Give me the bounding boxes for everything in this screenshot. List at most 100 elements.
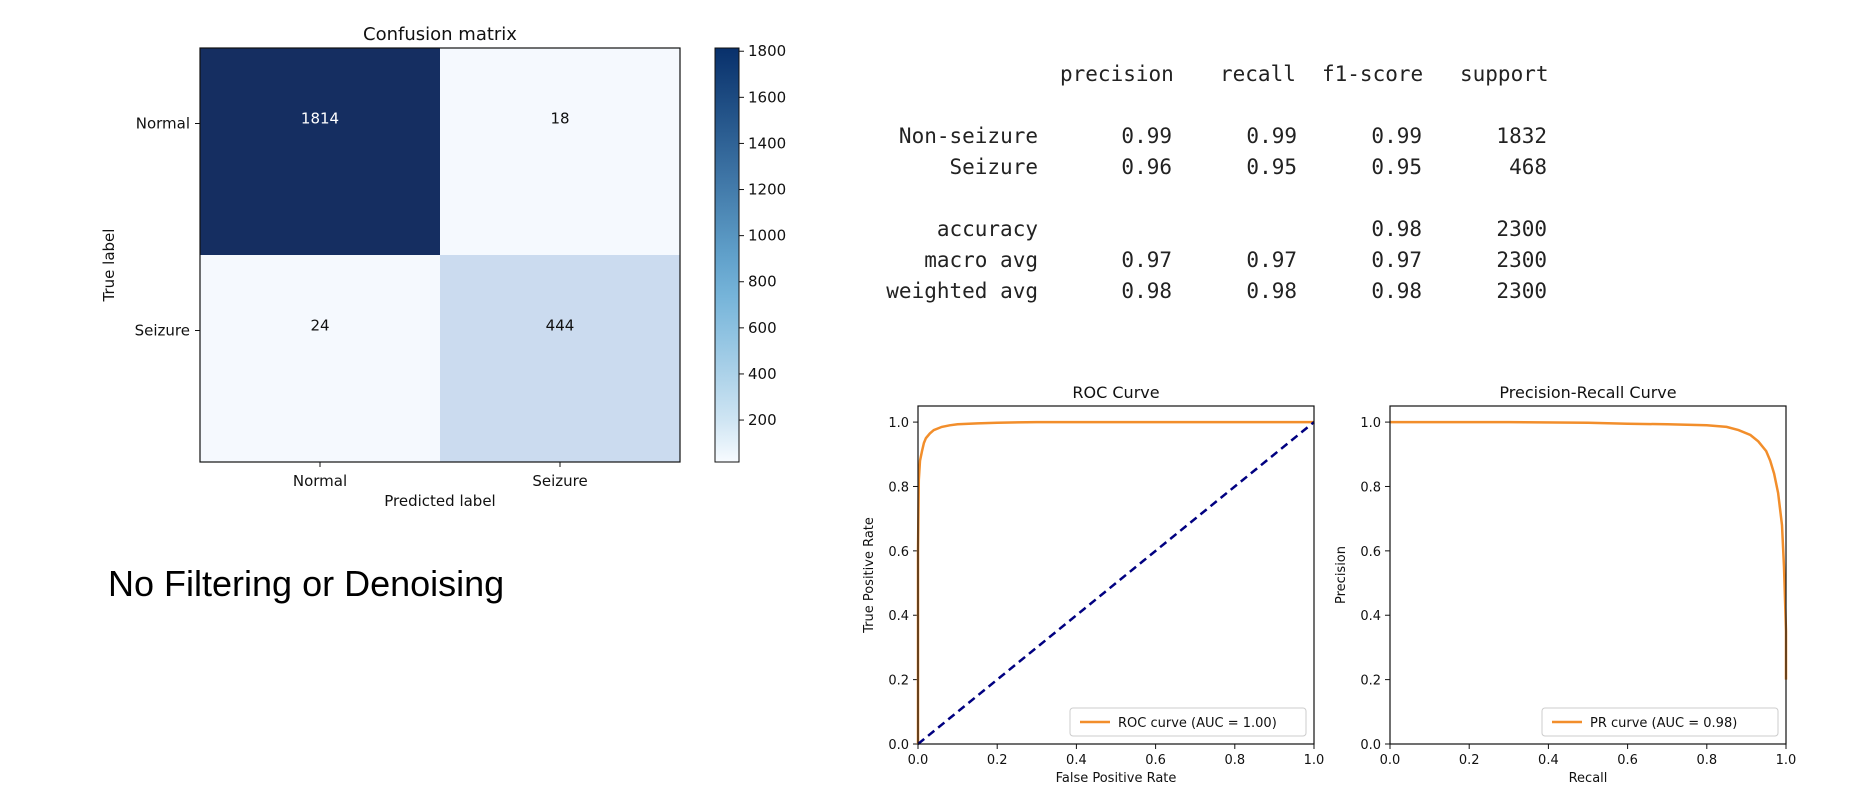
roc-series-line bbox=[917, 421, 1315, 745]
cm-ytick-label: Normal bbox=[136, 115, 190, 133]
pr-ylabel: Precision bbox=[1334, 546, 1349, 604]
roc-ytick-label: 0.8 bbox=[888, 480, 909, 495]
pr-ytick-label: 0.8 bbox=[1360, 480, 1381, 495]
report-cell-support: 2300 bbox=[1496, 217, 1547, 241]
report-header-recall: recall bbox=[1220, 62, 1296, 86]
roc-ytick-label: 0.0 bbox=[888, 738, 909, 753]
report-cell-recall: 0.95 bbox=[1246, 155, 1297, 179]
report-cell-f1: 0.99 bbox=[1371, 124, 1422, 148]
cm-cell bbox=[440, 255, 680, 462]
pr-xlabel: Recall bbox=[1569, 771, 1608, 786]
roc-legend-label: ROC curve (AUC = 1.00) bbox=[1118, 716, 1277, 731]
cm-cell-value: 444 bbox=[546, 317, 575, 335]
cm-xtick-label: Seizure bbox=[532, 472, 587, 490]
pr-legend-label: PR curve (AUC = 0.98) bbox=[1590, 716, 1737, 731]
pr-ytick-label: 0.6 bbox=[1360, 545, 1381, 560]
roc-frame bbox=[917, 405, 1315, 745]
colorbar-tick-label: 600 bbox=[748, 319, 777, 337]
pr-xtick-label: 0.0 bbox=[1380, 753, 1401, 768]
cm-cell bbox=[200, 48, 440, 255]
pr-xtick-label: 1.0 bbox=[1776, 753, 1797, 768]
colorbar-tick-label: 800 bbox=[748, 273, 777, 291]
report-header-support: support bbox=[1460, 62, 1549, 86]
colorbar-tick-label: 200 bbox=[748, 411, 777, 429]
report-header-precision: precision bbox=[1060, 62, 1174, 86]
cm-xtick-label: Normal bbox=[293, 472, 347, 490]
report-cell-support: 1832 bbox=[1496, 124, 1547, 148]
caption-text: No Filtering or Denoising bbox=[108, 563, 505, 604]
report-cell-label: weighted avg bbox=[886, 279, 1038, 303]
report-row: Non-seizure 0.99 0.99 0.99 1832 bbox=[860, 124, 1560, 155]
colorbar-tick-label: 1000 bbox=[748, 227, 786, 245]
report-row: accuracy 0.98 2300 bbox=[860, 217, 1560, 248]
report-cell-recall: 0.98 bbox=[1246, 279, 1297, 303]
report-header-row: precision recall f1-score support bbox=[860, 62, 1560, 93]
cm-title: Confusion matrix bbox=[363, 24, 517, 45]
cm-cell-value: 1814 bbox=[301, 110, 339, 128]
roc-xtick-label: 0.6 bbox=[1145, 753, 1166, 768]
pr-legend bbox=[1541, 707, 1779, 737]
cm-cell-value: 18 bbox=[550, 110, 569, 128]
cm-cell bbox=[440, 48, 680, 255]
colorbar-tick-label: 1200 bbox=[748, 181, 786, 199]
report-cell-label: macro avg bbox=[924, 248, 1038, 272]
roc-xtick-label: 0.2 bbox=[987, 753, 1008, 768]
roc-series-line bbox=[916, 420, 1314, 744]
report-cell-f1: 0.95 bbox=[1371, 155, 1422, 179]
roc-xlabel: False Positive Rate bbox=[1056, 771, 1177, 786]
report-cell-label: accuracy bbox=[936, 217, 1038, 241]
roc-ytick-label: 1.0 bbox=[888, 416, 909, 431]
confusion-matrix-chart: Confusion matrix 1814 18 24 444 Normal Seizure… bbox=[100, 24, 786, 510]
report-cell-f1: 0.98 bbox=[1371, 279, 1422, 303]
report-cell-label: Seizure bbox=[949, 155, 1038, 179]
pr-xtick-label: 0.4 bbox=[1538, 753, 1559, 768]
pr-xtick-label: 0.2 bbox=[1459, 753, 1480, 768]
cm-frame bbox=[199, 47, 681, 463]
roc-ytick-label: 0.2 bbox=[888, 674, 909, 689]
cm-xlabel: Predicted label bbox=[384, 492, 495, 510]
roc-ytick-label: 0.4 bbox=[888, 609, 909, 624]
report-cell-precision: 0.97 bbox=[1121, 248, 1172, 272]
report-cell-precision: 0.99 bbox=[1121, 124, 1172, 148]
report-cell-support: 2300 bbox=[1496, 279, 1547, 303]
cm-cell-value: 24 bbox=[310, 317, 329, 335]
pr-ytick-label: 0.2 bbox=[1360, 674, 1381, 689]
roc-xtick-label: 0.8 bbox=[1224, 753, 1245, 768]
roc-xtick-label: 0.0 bbox=[908, 753, 929, 768]
roc-xtick-label: 0.4 bbox=[1066, 753, 1087, 768]
report-cell-precision: 0.98 bbox=[1121, 279, 1172, 303]
cm-ylabel: True label bbox=[100, 229, 118, 303]
report-cell-f1: 0.98 bbox=[1371, 217, 1422, 241]
roc-title: ROC Curve bbox=[1072, 383, 1159, 402]
report-cell-support: 468 bbox=[1509, 155, 1547, 179]
report-cell-recall: 0.99 bbox=[1246, 124, 1297, 148]
roc-ytick-label: 0.6 bbox=[888, 545, 909, 560]
classification-report: precision recall f1-score support Non-se… bbox=[860, 62, 1560, 310]
roc-legend bbox=[1069, 707, 1307, 737]
pr-xtick-label: 0.8 bbox=[1696, 753, 1717, 768]
report-cell-f1: 0.97 bbox=[1371, 248, 1422, 272]
pr-title: Precision-Recall Curve bbox=[1499, 383, 1676, 402]
colorbar bbox=[714, 47, 740, 463]
report-cell-label: Non-seizure bbox=[898, 124, 1038, 148]
colorbar-tick-label: 400 bbox=[748, 365, 777, 383]
colorbar-tick-label: 1600 bbox=[748, 88, 786, 106]
report-cell-recall: 0.97 bbox=[1246, 248, 1297, 272]
report-header-f1: f1-score bbox=[1322, 62, 1424, 86]
roc-ylabel: True Positive Rate bbox=[862, 517, 877, 634]
pr-xtick-label: 0.6 bbox=[1617, 753, 1638, 768]
pr-ytick-label: 1.0 bbox=[1360, 416, 1381, 431]
colorbar-tick-label: 1400 bbox=[748, 134, 786, 152]
cm-ytick-label: Seizure bbox=[135, 322, 190, 340]
report-cell-support: 2300 bbox=[1496, 248, 1547, 272]
report-row: macro avg 0.97 0.97 0.97 2300 bbox=[860, 248, 1560, 279]
pr-frame bbox=[1389, 405, 1787, 745]
pr-series-line bbox=[1390, 420, 1788, 680]
report-row: Seizure 0.96 0.95 0.95 468 bbox=[860, 155, 1560, 186]
cm-cell bbox=[200, 255, 440, 462]
report-row: weighted avg 0.98 0.98 0.98 2300 bbox=[860, 279, 1560, 310]
pr-ytick-label: 0.4 bbox=[1360, 609, 1381, 624]
roc-xtick-label: 1.0 bbox=[1304, 753, 1325, 768]
